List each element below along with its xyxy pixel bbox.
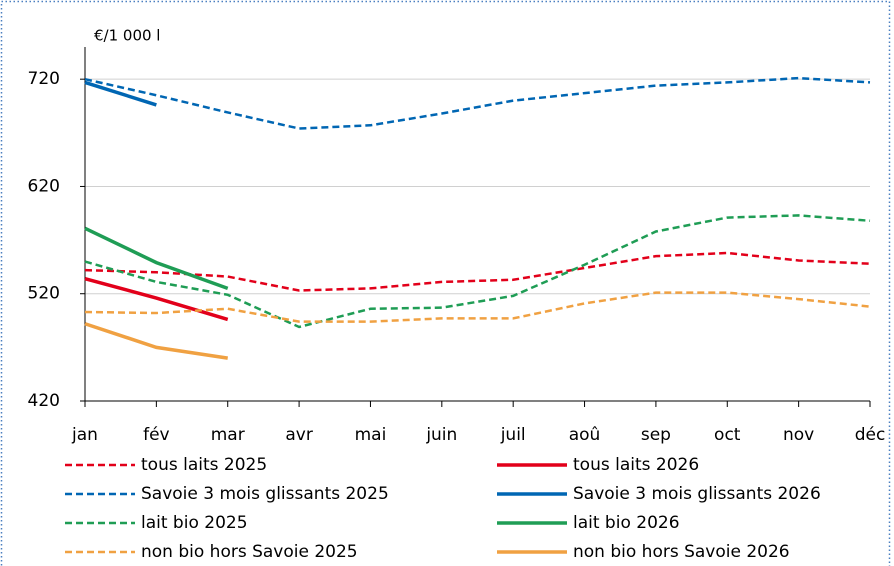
x-tick-label: juil (500, 425, 526, 445)
x-tick-label: mai (355, 425, 387, 445)
series-line (84, 251, 871, 292)
legend-label: non bio hors Savoie 2026 (573, 542, 790, 562)
series-line (84, 277, 229, 322)
legend-label: Savoie 3 mois glissants 2026 (573, 484, 821, 504)
series-line (84, 322, 228, 360)
x-tick-label: fév (143, 425, 170, 445)
legend-label: non bio hors Savoie 2025 (141, 542, 358, 562)
x-tick-label: oct (714, 425, 741, 445)
series-line (84, 76, 871, 130)
y-tick-label: 620 (28, 176, 60, 196)
y-axis-label: €/1 000 l (94, 27, 160, 45)
series-line (84, 80, 157, 107)
legend-label: Savoie 3 mois glissants 2025 (141, 484, 389, 504)
x-tick-label: juin (425, 425, 457, 445)
y-tick-label: 420 (28, 391, 60, 411)
legend-label: lait bio 2026 (573, 513, 680, 533)
x-tick-label: nov (783, 425, 814, 445)
x-tick-label: avr (285, 425, 312, 445)
x-tick-label: mar (211, 425, 245, 445)
legend-label: tous laits 2026 (573, 455, 699, 475)
legend-label: tous laits 2025 (141, 455, 267, 475)
x-tick-label: déc (855, 425, 886, 445)
x-tick-label: sep (641, 425, 671, 445)
x-tick-label: jan (71, 425, 98, 445)
y-tick-label: 720 (28, 69, 60, 89)
series-line (84, 226, 229, 291)
legend-label: lait bio 2025 (141, 513, 248, 533)
x-tick-label: aoû (569, 425, 601, 445)
series-line (84, 214, 871, 329)
series-line (84, 291, 871, 323)
y-tick-label: 520 (28, 284, 60, 304)
